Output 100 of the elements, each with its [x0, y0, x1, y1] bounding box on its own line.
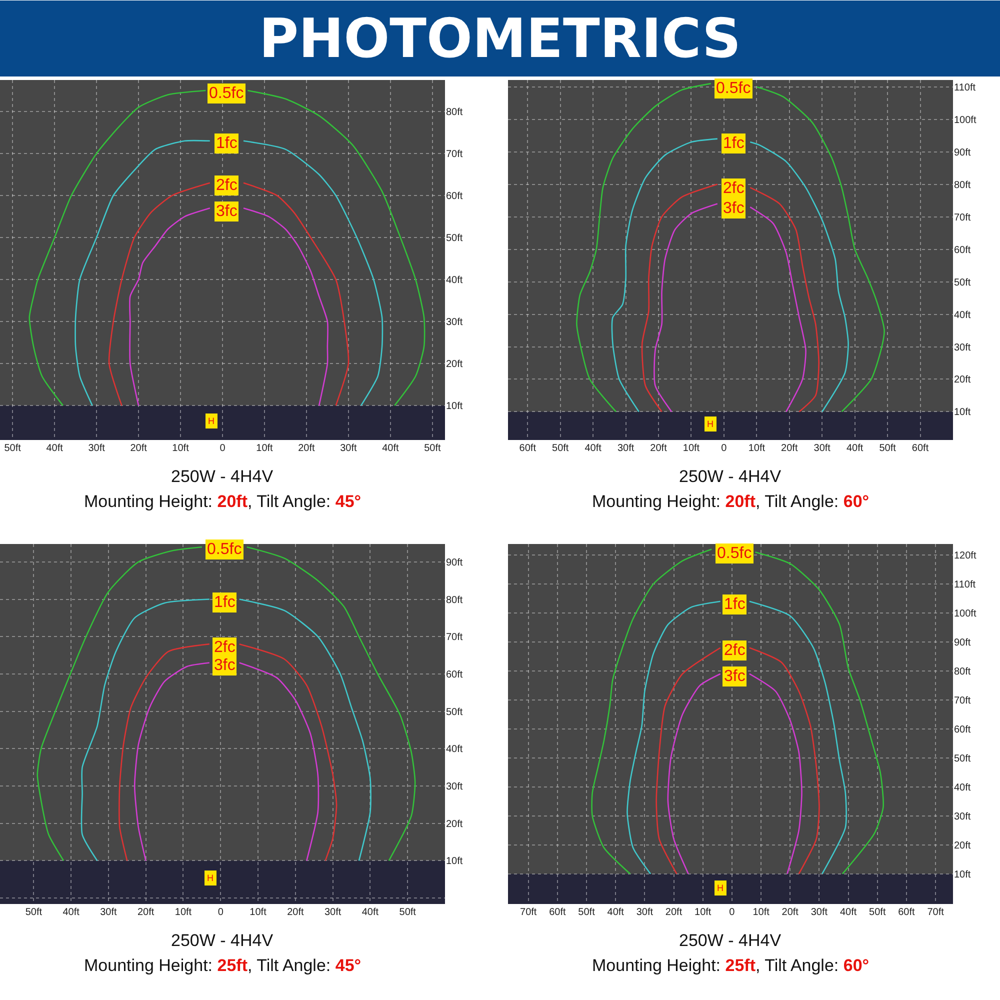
x-tick-label: 50ft [399, 907, 416, 918]
y-tick-label: 70ft [446, 149, 463, 160]
y-tick-label: 120ft [954, 550, 976, 562]
series-label: 2fc [723, 180, 744, 197]
x-tick-label: 10ft [256, 443, 274, 454]
y-tick-label: 50ft [446, 706, 463, 718]
y-tick-label: 10ft [446, 856, 463, 868]
series-label: 1fc [723, 135, 744, 152]
y-tick-label: 50ft [446, 233, 463, 244]
text: Mounting Height: 25ft, Tilt Angle: 45° [84, 956, 362, 975]
text: Mounting Height: 20ft, Tilt Angle: 60° [592, 492, 870, 511]
x-tick-label: 20ft [130, 443, 148, 454]
series-label: 1fc [724, 596, 746, 613]
y-tick-label: 100ft [954, 608, 976, 620]
y-tick-label: 90ft [954, 147, 971, 158]
x-tick-label: 30ft [100, 907, 118, 918]
y-tick-label: 40ft [954, 782, 971, 794]
series-label: 1fc [216, 135, 238, 152]
x-tick-label: 40ft [362, 907, 379, 918]
text: 250W - 4H4V [679, 931, 782, 950]
x-tick-label: 30ft [617, 443, 634, 454]
series-label: 3fc [214, 657, 236, 674]
x-tick-label: 20ft [781, 443, 798, 454]
y-tick-label: 30ft [446, 317, 463, 328]
x-tick-label: 10ft [174, 907, 192, 918]
x-tick-label: 70ft [520, 907, 537, 918]
series-label: 3fc [216, 203, 238, 220]
x-tick-label: 60ft [519, 443, 536, 454]
y-tick-label: 110ft [954, 82, 976, 94]
annotation: H [717, 883, 724, 893]
x-tick-label: 50ft [552, 443, 569, 454]
annotation: H [707, 419, 714, 429]
x-tick-label: 40ft [846, 443, 864, 454]
x-tick-label: 60ft [898, 907, 916, 918]
x-tick-label: 50ft [25, 907, 42, 918]
x-tick-label: 50ft [424, 443, 441, 454]
y-tick-label: 10ft [954, 407, 971, 418]
x-tick-label: 30ft [324, 907, 342, 918]
series-label: 1fc [214, 594, 236, 611]
x-tick-label: 40ft [584, 443, 602, 454]
series-label: 2fc [724, 642, 746, 659]
text: 250W - 4H4V [679, 467, 782, 486]
y-tick-label: 40ft [954, 310, 971, 321]
x-tick-label: 10ft [752, 907, 770, 918]
y-tick-label: 70ft [954, 212, 971, 224]
x-tick-label: 30ft [340, 443, 357, 454]
y-tick-label: 50ft [954, 277, 971, 288]
y-tick-label: 60ft [954, 724, 971, 736]
x-tick-label: 20ft [650, 443, 668, 454]
x-tick-label: 30ft [814, 443, 831, 454]
x-tick-label: 20ft [665, 907, 682, 918]
y-tick-label: 100ft [954, 114, 976, 126]
y-tick-label: 10ft [446, 401, 463, 412]
x-tick-label: 20ft [782, 907, 799, 918]
y-tick-label: 80ft [446, 594, 463, 606]
y-tick-label: 80ft [954, 180, 971, 191]
series-label: 3fc [724, 668, 746, 685]
y-tick-label: 20ft [446, 359, 463, 370]
series-label: 0.5fc [207, 541, 242, 558]
x-tick-label: 50ft [879, 443, 896, 454]
x-tick-label: 40ft [840, 907, 857, 918]
x-tick-label: 10ft [250, 907, 267, 918]
series-label: 2fc [216, 177, 238, 194]
x-tick-label: 10ft [694, 907, 712, 918]
x-tick-label: 40ft [62, 907, 80, 918]
x-tick-label: 30ft [810, 907, 828, 918]
chart-title: PHOTOMETRICS [258, 7, 742, 70]
x-tick-label: 60ft [549, 907, 566, 918]
y-tick-label: 40ft [446, 275, 463, 286]
y-tick-label: 30ft [954, 811, 971, 822]
text: Mounting Height: 25ft, Tilt Angle: 60° [592, 956, 870, 975]
y-tick-label: 10ft [954, 869, 971, 880]
y-tick-label: 60ft [446, 669, 463, 680]
x-tick-label: 20ft [137, 907, 154, 918]
series-label: 0.5fc [209, 85, 244, 102]
y-tick-label: 80ft [954, 666, 971, 678]
y-tick-label: 70ft [446, 632, 463, 644]
x-tick-label: 50ft [869, 907, 886, 918]
series-label: 2fc [214, 639, 236, 656]
x-tick-label: 50ft [4, 443, 22, 454]
y-tick-label: 40ft [446, 744, 463, 756]
x-tick-label: 10ft [748, 443, 766, 454]
annotation: H [208, 416, 214, 426]
x-tick-label: 70ft [927, 907, 944, 918]
y-tick-label: 90ft [446, 557, 463, 568]
x-tick-label: 50ft [578, 907, 596, 918]
y-tick-label: 30ft [446, 781, 463, 792]
text: 250W - 4H4V [171, 931, 274, 950]
x-tick-label: 0 [721, 443, 728, 454]
x-tick-label: 20ft [287, 907, 304, 918]
x-tick-label: 10ft [682, 443, 700, 454]
x-tick-label: 20ft [298, 443, 316, 454]
x-tick-label: 0 [220, 443, 226, 454]
y-tick-label: 20ft [446, 818, 463, 830]
x-tick-label: 10ft [172, 443, 190, 454]
y-tick-label: 70ft [954, 695, 971, 706]
x-tick-label: 40ft [46, 443, 64, 454]
y-tick-label: 90ft [954, 637, 971, 648]
series-label: 0.5fc [717, 545, 752, 562]
annotation: H [207, 873, 214, 883]
